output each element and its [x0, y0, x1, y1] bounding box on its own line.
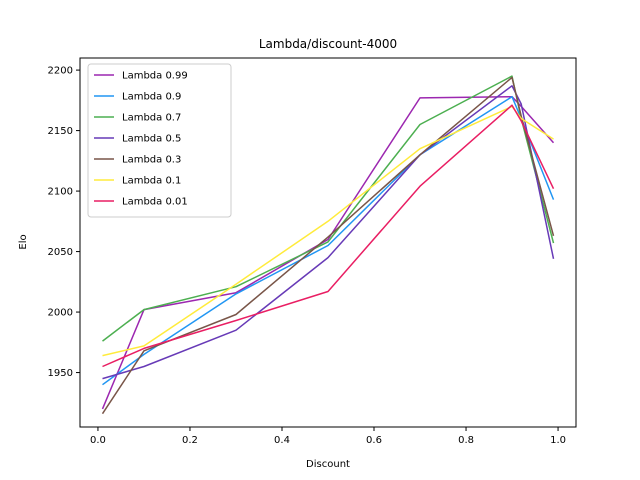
x-tick-label: 0.8: [458, 435, 474, 446]
legend: Lambda 0.99 Lambda 0.9 Lambda 0.7 Lambda 0.…: [87, 63, 232, 218]
legend-label-0: Lambda 0.99: [122, 71, 188, 82]
y-tick-label: 2050: [48, 247, 73, 258]
legend-label-5: Lambda 0.1: [122, 176, 181, 187]
x-axis-label: Discount: [306, 459, 350, 470]
x-tick-label: 0.2: [182, 435, 198, 446]
series-line-5: [102, 105, 554, 357]
x-tick-label: 1.0: [550, 435, 566, 446]
x-tick-label: 0.0: [90, 435, 106, 446]
series-line-6: [102, 104, 555, 368]
chart-title: Lambda/discount-4000: [259, 37, 397, 51]
legend-label-6: Lambda 0.01: [122, 197, 188, 208]
series-line-4: [101, 76, 555, 415]
x-axis: 0.0 0.2 0.4 0.6 0.8 1.0: [90, 427, 566, 446]
legend-label-1: Lambda 0.9: [122, 92, 181, 103]
legend-label-4: Lambda 0.3: [122, 155, 181, 166]
plot-frame: [79, 57, 577, 428]
legend-label-2: Lambda 0.7: [122, 113, 181, 124]
series-line-0: [101, 95, 555, 410]
y-tick-label: 2150: [48, 126, 73, 137]
legend-box: [87, 63, 232, 218]
series-line-3: [102, 85, 555, 380]
y-tick-label: 2100: [48, 187, 73, 198]
y-axis: 1950 2000 2050 2100 2150 2200: [48, 66, 80, 379]
y-tick-label: 2000: [48, 308, 73, 319]
legend-label-3: Lambda 0.5: [122, 134, 181, 145]
y-tick-label: 1950: [48, 368, 73, 379]
plot-area: [101, 75, 555, 415]
x-tick-label: 0.6: [366, 435, 382, 446]
x-tick-label: 0.4: [274, 435, 290, 446]
y-axis-label: Elo: [18, 234, 29, 249]
y-tick-label: 2200: [48, 66, 73, 77]
